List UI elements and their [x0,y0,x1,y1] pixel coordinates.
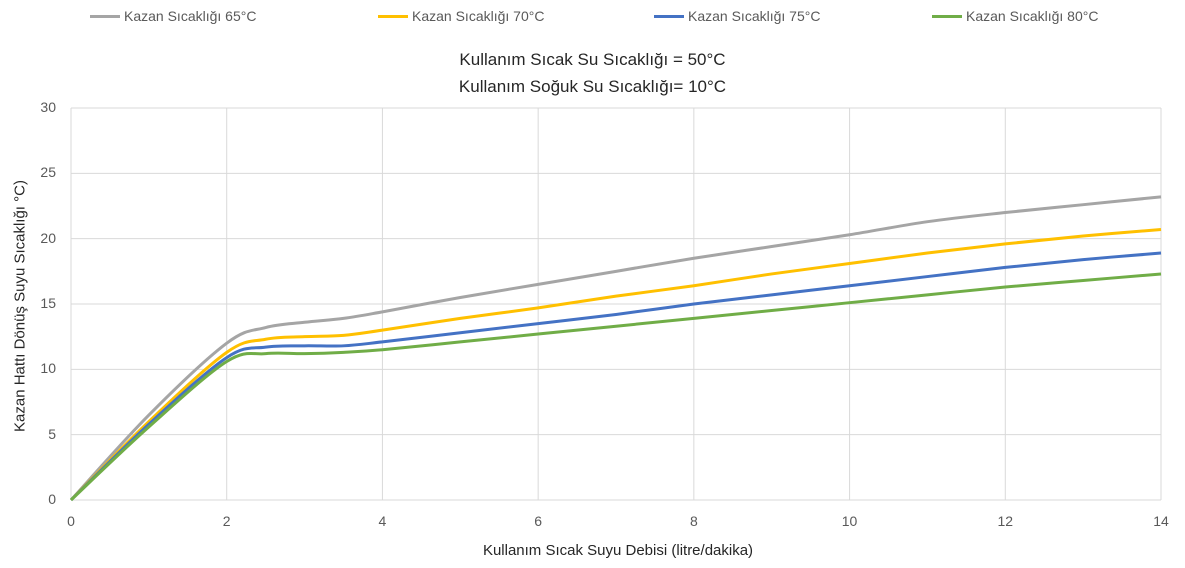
series-line-1 [69,228,1162,502]
legend-swatch-70 [378,14,408,18]
legend-label-75: Kazan Sıcaklığı 75°C [688,8,821,24]
x-tick-label: 12 [997,513,1014,529]
y-tick-label: 25 [40,164,56,181]
y-tick-label: 20 [40,229,56,246]
grid [70,107,1162,501]
x-axis-label: Kullanım Sıcak Suyu Debisi (litre/dakika… [482,542,754,559]
series-line-0 [69,195,1162,502]
legend-label-70: Kazan Sıcaklığı 70°C [412,8,545,24]
x-tick-label: 14 [1153,513,1169,529]
legend-label-65: Kazan Sıcaklığı 65°C [124,8,257,24]
legend: Kazan Sıcaklığı 65°C Kazan Sıcaklığı 70°… [0,8,1185,28]
legend-item-65: Kazan Sıcaklığı 65°C [90,8,256,24]
y-tick-label: 10 [40,360,56,377]
legend-swatch-75 [654,14,684,18]
x-tick-label: 0 [67,513,75,529]
chart-title: Kullanım Sıcak Su Sıcaklığı = 50°C [459,50,726,69]
x-tick-label: 10 [841,513,858,529]
x-tick-label: 8 [689,513,698,529]
series-line-3 [69,272,1162,502]
legend-swatch-65 [90,14,120,18]
x-tick-label: 6 [534,513,543,529]
legend-item-80: Kazan Sıcaklığı 80°C [932,8,1098,24]
y-tick-label: 5 [48,425,56,442]
y-tick-label: 0 [48,491,56,507]
y-axis-label: Kazan Hattı Dönüş Suyu Sıcaklığı °C) [11,180,29,432]
chart-subtitle: Kullanım Soğuk Su Sıcaklığı= 10°C [458,77,727,96]
legend-item-75: Kazan Sıcaklığı 75°C [654,8,820,24]
y-tick-label: 30 [40,99,56,115]
x-tick-label: 2 [222,513,231,529]
legend-label-80: Kazan Sıcaklığı 80°C [966,8,1099,24]
legend-swatch-80 [932,14,962,18]
y-tick-label: 15 [40,295,56,311]
x-tick-label: 4 [378,513,387,529]
series-lines [69,195,1162,502]
legend-item-70: Kazan Sıcaklığı 70°C [378,8,544,24]
series-line-2 [69,251,1162,502]
